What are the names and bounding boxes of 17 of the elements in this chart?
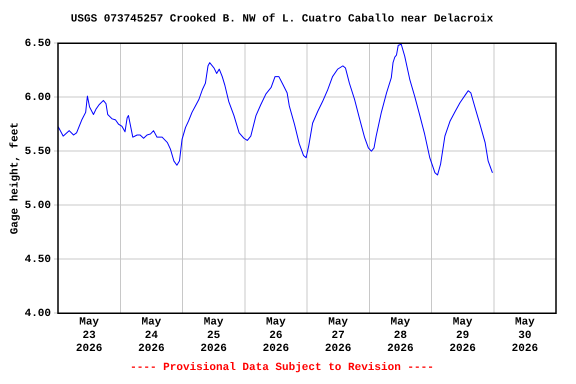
x-tick-label: May 23 2026 (76, 316, 102, 355)
y-axis-title: Gage height, feet (8, 122, 22, 234)
chart-title: USGS 073745257 Crooked B. NW of L. Cuatro Caballo near Delacroix (70, 12, 494, 26)
x-tick-label: May 30 2026 (512, 316, 538, 355)
x-tick-label: May 25 2026 (200, 316, 227, 355)
x-tick-label: May 28 2026 (387, 316, 414, 355)
x-tick-label: May 26 2026 (262, 316, 290, 355)
y-tick-label: 5.00 (24, 200, 51, 212)
y-tick-label: 4.50 (24, 254, 51, 266)
x-tick-label: May 29 2026 (449, 316, 476, 355)
x-tick-label: May 24 2026 (138, 316, 165, 355)
y-tick-label: 4.00 (24, 308, 51, 320)
y-tick-label: 6.50 (24, 38, 51, 50)
text: ---- Provisional Data Subject to Revision ---- (130, 362, 434, 374)
y-tick-label: 6.00 (24, 92, 51, 104)
x-tick-label: May 27 2026 (324, 316, 352, 355)
y-tick-label: 5.50 (24, 146, 51, 158)
